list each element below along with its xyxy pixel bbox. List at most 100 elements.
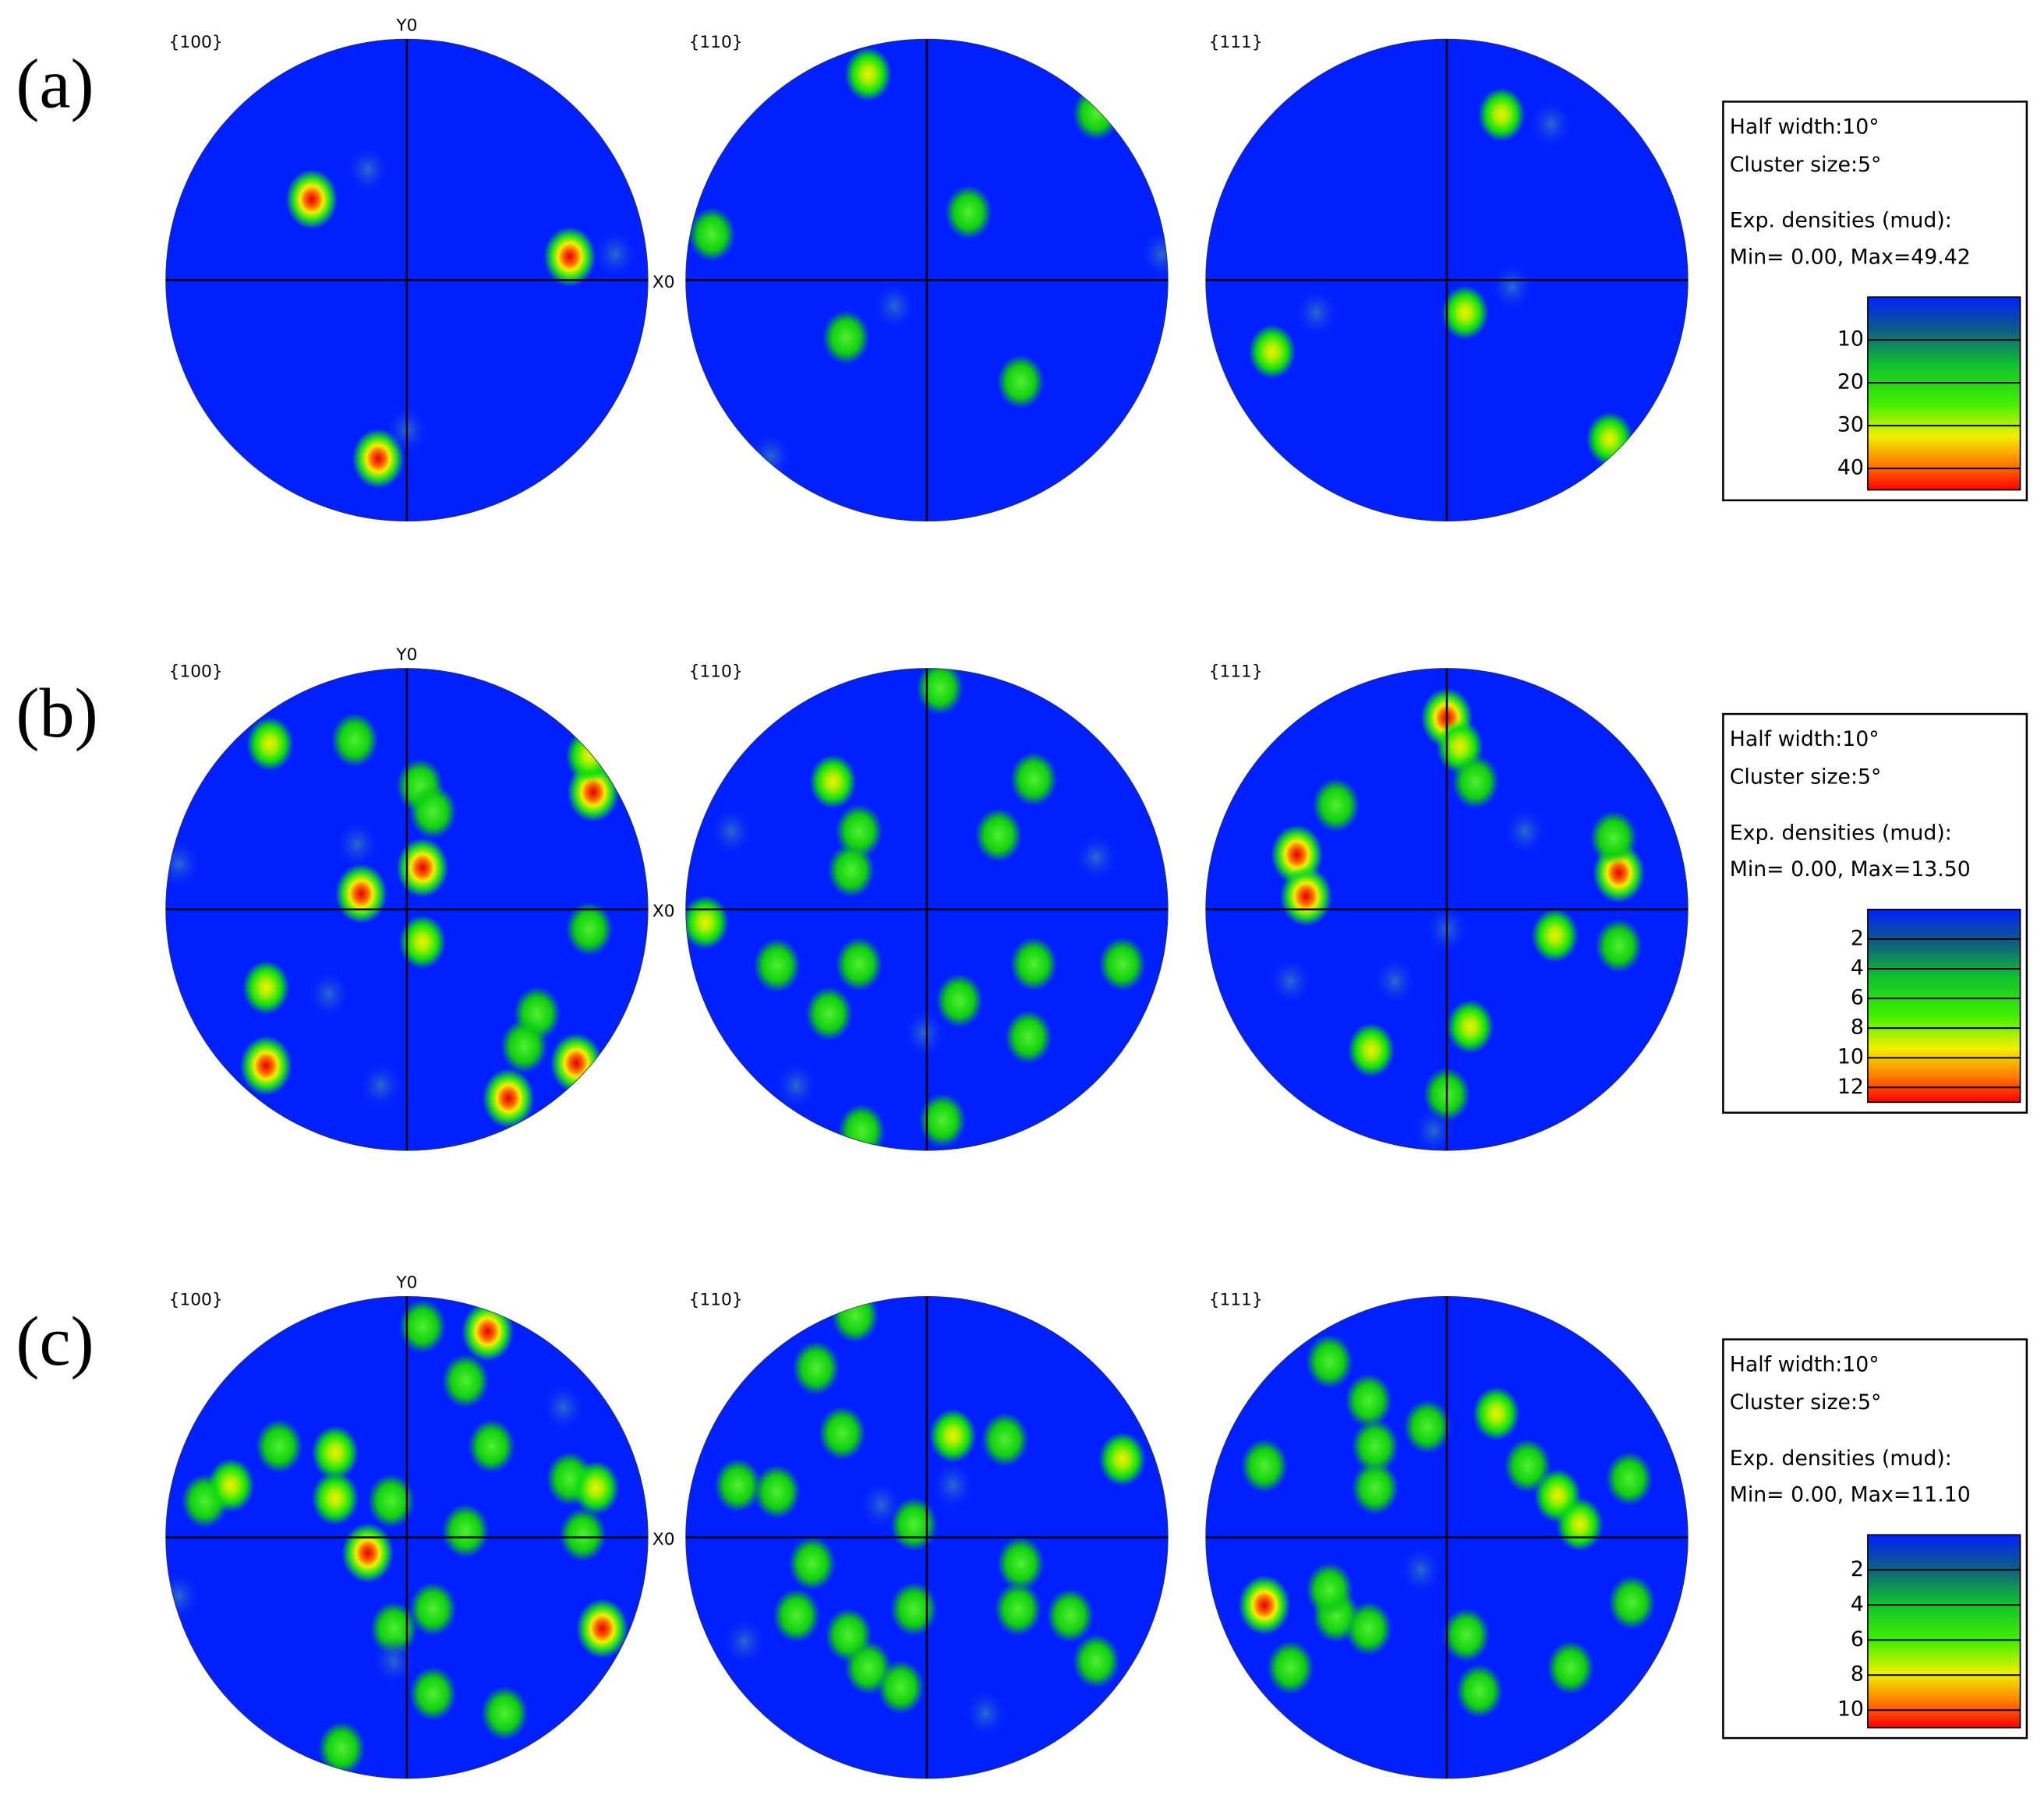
density-spot	[935, 973, 983, 1028]
density-spot	[461, 1302, 515, 1362]
density-spot	[559, 1507, 606, 1562]
density-spot	[1312, 778, 1360, 832]
legend-text: Cluster size:5°	[1730, 1390, 1882, 1415]
pole-figure-title: {100}	[169, 1290, 223, 1309]
density-spot	[409, 1581, 457, 1637]
density-spot	[1351, 1461, 1399, 1515]
density-spot	[1478, 87, 1526, 142]
pole-figure-rim	[165, 668, 649, 1151]
density-spot	[1590, 811, 1638, 865]
density-spot	[285, 169, 338, 230]
pole-figure-rim	[685, 668, 1169, 1151]
legend-text: Exp. densities (mud):	[1730, 209, 1952, 233]
color-bar-label: 2	[1851, 926, 1864, 950]
density-spot	[825, 1608, 872, 1662]
density-spot	[819, 1406, 866, 1461]
density-spot	[685, 895, 729, 950]
color-bar-label: 10	[1837, 327, 1864, 351]
density-spot	[1547, 1641, 1594, 1695]
pole-figure-title: {100}	[169, 662, 223, 682]
density-spot	[1306, 1334, 1353, 1389]
density-spot	[373, 1637, 415, 1686]
color-bar-label: 12	[1837, 1075, 1864, 1099]
legend-text: Min= 0.00, Max=49.42	[1730, 246, 1971, 270]
density-spot	[776, 1061, 818, 1110]
density-spot	[307, 970, 350, 1019]
density-spot	[714, 1458, 762, 1513]
density-spot	[1345, 1373, 1392, 1428]
density-spot	[1046, 1588, 1094, 1643]
y-axis-label: Y0	[395, 16, 417, 35]
pole-figure-rim	[1205, 38, 1689, 522]
density-spot	[838, 1104, 886, 1151]
density-spot	[359, 1061, 402, 1110]
density-spot	[331, 712, 379, 768]
density-spot	[788, 1536, 836, 1591]
density-spot	[550, 1033, 603, 1093]
density-spot	[367, 1474, 415, 1528]
density-spot	[1531, 908, 1579, 963]
density-spot	[442, 1354, 490, 1408]
density-spot	[409, 784, 457, 839]
density-spot	[1098, 937, 1146, 991]
color-bar-label: 10	[1837, 1697, 1864, 1722]
pole-figure-title: {111}	[1209, 33, 1263, 52]
pole-figure-title: {100}	[169, 33, 223, 52]
density-spot	[890, 1581, 938, 1637]
legend-text: Half width:10°	[1730, 727, 1880, 751]
density-spot	[1098, 1432, 1146, 1486]
density-spot	[1075, 833, 1118, 881]
density-spot	[347, 145, 389, 194]
color-bar-label: 6	[1851, 1627, 1864, 1651]
density-spot	[481, 1686, 529, 1740]
color-bar-label: 30	[1837, 413, 1864, 437]
color-bar-label: 40	[1837, 456, 1864, 480]
density-spot	[239, 1036, 292, 1096]
density-spot	[572, 1461, 620, 1515]
density-spot	[565, 902, 614, 956]
pole-figure-rim	[685, 1295, 1169, 1779]
density-spot	[964, 1689, 1006, 1738]
density-spot	[1491, 263, 1533, 311]
density-spot	[482, 1068, 535, 1129]
legend-text: Cluster size:5°	[1730, 153, 1882, 177]
density-spot	[576, 1598, 629, 1659]
density-spot	[543, 226, 596, 287]
density-spot	[997, 1536, 1045, 1591]
density-spot	[1073, 86, 1120, 141]
density-spot	[1010, 752, 1058, 807]
pole-figure-rim	[165, 1295, 649, 1779]
color-bar-label: 8	[1851, 1662, 1864, 1687]
density-spot	[1140, 230, 1169, 278]
pole-figure-title: {111}	[1209, 662, 1263, 682]
density-spot	[1446, 999, 1494, 1054]
density-spot	[792, 1341, 840, 1395]
density-spot	[1605, 1451, 1653, 1507]
density-spot	[246, 716, 294, 772]
x-axis-label: X0	[652, 273, 675, 292]
x-axis-label: X0	[652, 1530, 675, 1549]
density-spot	[565, 729, 614, 783]
x-axis-label: X0	[652, 902, 675, 921]
pole-figure-rim	[165, 38, 649, 522]
density-spot	[1269, 957, 1312, 1005]
density-spot	[1296, 288, 1338, 337]
density-spot	[916, 668, 964, 715]
density-spot	[918, 1093, 967, 1148]
legend-text: Half width:10°	[1730, 1352, 1880, 1376]
density-spot	[442, 1503, 490, 1558]
pole-figure-rim	[685, 38, 1169, 522]
density-spot	[1280, 866, 1332, 927]
density-spot	[468, 1419, 515, 1474]
y-axis-label: Y0	[395, 1273, 417, 1293]
density-spot	[207, 1458, 255, 1513]
density-spot	[1248, 324, 1296, 379]
density-spot	[945, 185, 992, 240]
density-spot	[753, 938, 801, 993]
density-spot	[773, 1588, 820, 1643]
density-spot	[1238, 1575, 1291, 1636]
density-spot	[1529, 100, 1572, 148]
density-spot	[1399, 1545, 1442, 1595]
density-spot	[688, 207, 736, 262]
